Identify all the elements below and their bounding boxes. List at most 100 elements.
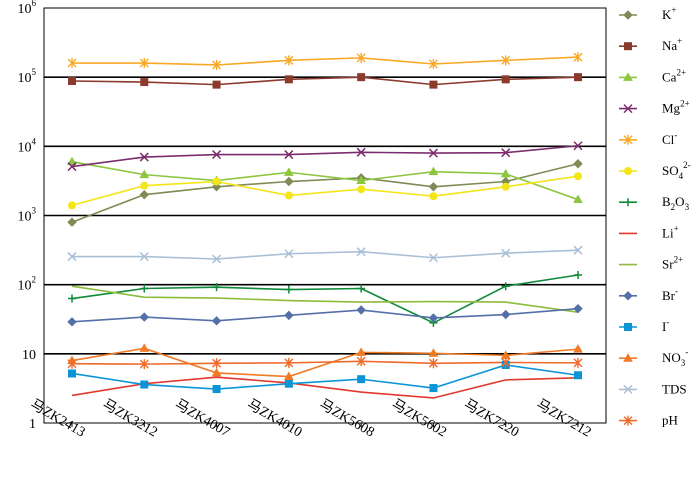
legend-label: TDS	[662, 381, 687, 396]
series-line-li	[71, 376, 579, 399]
series-line-cl	[72, 56, 579, 66]
data-point	[429, 192, 438, 201]
data-point	[624, 323, 632, 331]
data-point	[501, 148, 511, 158]
data-point	[357, 375, 366, 384]
legend-item: Br-	[619, 286, 678, 303]
legend-item: SO42-	[619, 160, 691, 181]
data-point	[573, 52, 583, 63]
data-point	[501, 248, 511, 258]
y-tick-label: 10	[22, 348, 36, 363]
data-point	[357, 284, 366, 293]
y-tick-label: 103	[18, 206, 37, 225]
data-point	[428, 182, 439, 192]
data-point	[284, 55, 294, 66]
data-point	[500, 168, 511, 178]
y-axis-ticks: 1 10 102 103 104 105 106	[18, 0, 37, 432]
data-point	[139, 312, 149, 322]
data-point	[284, 357, 294, 368]
data-point	[140, 284, 149, 293]
data-point	[573, 303, 583, 314]
data-point	[623, 415, 633, 426]
series-line-sr	[71, 285, 579, 313]
y-tick-label: 104	[18, 136, 37, 155]
series-line-br	[71, 307, 579, 323]
data-point	[428, 253, 438, 263]
data-point	[356, 356, 366, 367]
data-point	[574, 371, 582, 380]
data-point	[356, 305, 366, 315]
legend-label: I-	[662, 317, 669, 334]
legend-item: pH	[619, 413, 678, 428]
data-point	[573, 245, 583, 255]
data-point	[624, 198, 632, 207]
data-point	[68, 201, 76, 210]
legend-label: B2O3	[662, 194, 690, 212]
legend-item: K+	[619, 5, 676, 22]
data-point	[284, 379, 293, 388]
data-point	[140, 380, 149, 389]
y-tick-label: 1	[29, 417, 36, 432]
data-point	[624, 167, 632, 175]
data-point	[139, 169, 150, 179]
data-point	[212, 254, 222, 264]
data-point	[284, 285, 293, 294]
legend-item: I-	[619, 317, 669, 334]
data-point	[574, 73, 582, 82]
data-point	[429, 384, 438, 393]
legend-label: Br-	[662, 286, 678, 303]
legend-label: Sr2+	[662, 255, 683, 272]
data-point	[212, 80, 221, 89]
legend-item: Ca2+	[619, 67, 686, 84]
series-line-i	[71, 364, 579, 390]
series-line-b	[71, 274, 579, 324]
series-lines	[71, 56, 579, 399]
data-point	[284, 176, 294, 187]
data-point	[283, 371, 294, 381]
data-point	[212, 385, 221, 394]
data-point	[67, 162, 77, 172]
data-point	[428, 166, 439, 176]
data-point	[574, 270, 582, 279]
data-point	[68, 369, 76, 378]
legend-label: K+	[662, 5, 676, 22]
data-point	[623, 134, 633, 145]
legend-label: NO3-	[662, 347, 688, 368]
legend-item: Li+	[619, 223, 679, 240]
data-point	[428, 148, 438, 158]
data-point	[357, 73, 366, 82]
legend-label: SO42-	[662, 160, 691, 181]
legend: K+ Na+ Ca2+ Mg2+ Cl- SO42- B2O3 Li+ Sr2+ Br- I- NO3…	[619, 5, 691, 428]
y-tick-label: 105	[18, 67, 37, 86]
series-line-na	[71, 76, 579, 86]
series-line-ca	[71, 160, 579, 201]
data-point	[623, 353, 633, 362]
data-point	[356, 52, 366, 63]
data-point	[284, 249, 294, 259]
series-line-mg	[71, 144, 579, 168]
data-point	[212, 150, 222, 160]
data-point	[574, 172, 582, 181]
data-point	[573, 344, 583, 353]
data-point	[212, 177, 221, 186]
data-point	[139, 152, 149, 162]
data-point	[67, 58, 77, 69]
data-point	[67, 317, 77, 327]
legend-label: pH	[662, 413, 678, 428]
data-point	[67, 156, 77, 166]
data-point	[428, 59, 438, 70]
data-point	[68, 294, 76, 303]
data-point	[67, 217, 77, 227]
data-point	[624, 42, 632, 51]
data-point	[284, 191, 293, 200]
data-point	[356, 147, 366, 157]
legend-label: Li+	[662, 223, 679, 240]
data-point	[139, 359, 149, 370]
data-point	[501, 309, 511, 320]
legend-label: Mg2+	[662, 99, 690, 116]
data-point	[67, 358, 77, 369]
data-point	[501, 282, 510, 291]
legend-item: NO3-	[619, 347, 688, 368]
data-point	[139, 189, 149, 200]
series-line-so	[71, 175, 579, 207]
